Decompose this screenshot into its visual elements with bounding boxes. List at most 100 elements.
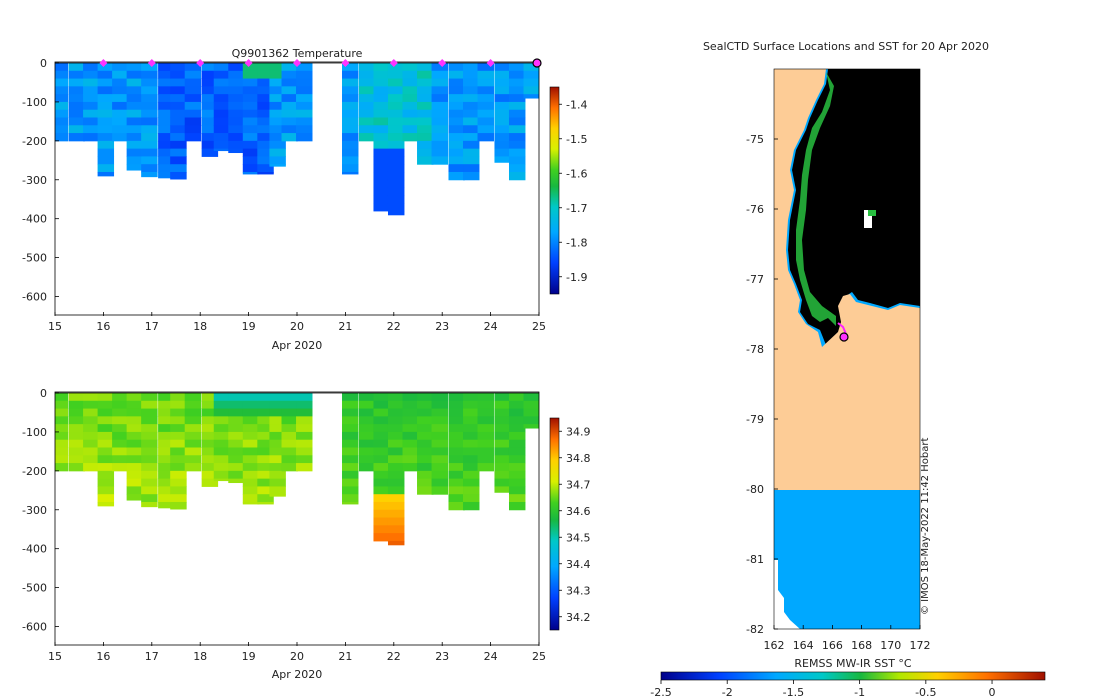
temperature-cell bbox=[523, 63, 539, 72]
colorbar-tick-label: -1.5 bbox=[566, 133, 587, 146]
y-tick-label: 0 bbox=[40, 57, 47, 70]
salinity-cell bbox=[448, 455, 465, 464]
temperature-cell bbox=[431, 86, 449, 95]
temperature-cell bbox=[373, 117, 390, 126]
temperature-cell bbox=[373, 101, 390, 111]
temperature-cell bbox=[242, 86, 260, 95]
temperature-cell bbox=[463, 148, 480, 157]
salinity-cell bbox=[296, 393, 313, 402]
temperature-cell bbox=[141, 164, 158, 173]
salinity-cell bbox=[373, 463, 390, 472]
salinity-cell bbox=[387, 455, 405, 464]
salinity-cell bbox=[257, 486, 274, 495]
temperature-cell bbox=[141, 140, 158, 150]
float-track bbox=[837, 322, 847, 335]
temperature-cell bbox=[141, 86, 158, 95]
temperature-cell bbox=[68, 117, 86, 126]
salinity-cell bbox=[141, 447, 158, 456]
salinity-cell bbox=[141, 400, 158, 410]
y-tick-label: -300 bbox=[22, 174, 47, 187]
salinity-cell bbox=[387, 486, 405, 495]
temperature-cell bbox=[431, 94, 449, 103]
salinity-cell bbox=[373, 447, 390, 456]
x-tick-label: 22 bbox=[387, 320, 401, 333]
salinity-cell bbox=[508, 501, 526, 511]
salinity-cell bbox=[402, 463, 419, 472]
temperature-cell bbox=[494, 140, 511, 150]
temperature-cell bbox=[494, 101, 511, 111]
temperature-cell bbox=[402, 94, 419, 103]
temperature-cell bbox=[97, 125, 115, 134]
x-tick-label: 19 bbox=[242, 320, 256, 333]
salinity-cell bbox=[257, 470, 274, 480]
salinity-cell bbox=[494, 455, 511, 464]
salinity-cell bbox=[201, 400, 219, 410]
salinity-cell bbox=[387, 540, 405, 546]
temperature-cell bbox=[257, 78, 274, 87]
temperature-cell bbox=[296, 133, 313, 142]
salinity-cell bbox=[387, 494, 405, 503]
y-tick-label: -100 bbox=[22, 96, 47, 109]
temperature-cell bbox=[417, 86, 434, 95]
temperature-cell bbox=[402, 63, 419, 72]
temperature-cell bbox=[417, 148, 434, 157]
temperature-cell bbox=[431, 133, 449, 142]
salinity-cell bbox=[373, 470, 390, 480]
temperature-cell bbox=[463, 140, 480, 150]
salinity-cell bbox=[342, 494, 359, 503]
surface-position-marker bbox=[99, 59, 108, 67]
temperature-cell bbox=[83, 94, 100, 103]
temperature-cell bbox=[523, 94, 539, 99]
temperature-cell bbox=[83, 63, 100, 72]
salinity-cell bbox=[269, 494, 286, 497]
temperature-cell bbox=[448, 156, 465, 165]
salinity-cell bbox=[448, 486, 465, 495]
salinity-cell bbox=[448, 431, 465, 441]
salinity-cell bbox=[402, 400, 419, 410]
sst-south-ocean bbox=[774, 490, 920, 629]
map-y-tick-label: -75 bbox=[746, 133, 764, 146]
temperature-cell bbox=[373, 203, 390, 212]
temperature-cell bbox=[141, 125, 158, 134]
salinity-cell bbox=[97, 501, 115, 507]
temperature-cell bbox=[417, 133, 434, 142]
salinity-cell bbox=[170, 494, 187, 503]
salinity-cell bbox=[417, 393, 434, 402]
temperature-cell bbox=[373, 94, 390, 103]
temperature-cell bbox=[342, 171, 359, 175]
salinity-cell bbox=[373, 400, 390, 410]
salinity-cell bbox=[201, 424, 219, 433]
salinity-cell bbox=[201, 455, 219, 464]
salinity-cell bbox=[296, 455, 313, 464]
salinity-cell bbox=[126, 455, 144, 464]
temperature-cell bbox=[342, 156, 359, 165]
sst-colorbar-tick-label: 0 bbox=[989, 686, 996, 699]
salinity-cell bbox=[358, 447, 376, 456]
salinity-cell bbox=[126, 478, 144, 487]
temperature-cell bbox=[508, 109, 526, 118]
temperature-cell bbox=[494, 94, 511, 103]
temperature-cell bbox=[184, 133, 202, 142]
salinity-cell bbox=[373, 501, 390, 511]
map-y-tick-label: -76 bbox=[746, 203, 764, 216]
salinity-cell bbox=[358, 455, 376, 464]
map-cold-patch bbox=[868, 210, 876, 216]
map-y-tick-label: -82 bbox=[746, 623, 764, 636]
colorbar-tick-label: 34.6 bbox=[566, 505, 591, 518]
temperature-cell bbox=[141, 171, 158, 178]
salinity-cell bbox=[55, 393, 69, 402]
salinity-cell bbox=[170, 431, 187, 441]
salinity-cell bbox=[477, 439, 494, 448]
temperature-cell bbox=[228, 109, 245, 118]
salinity-cell bbox=[158, 431, 175, 441]
map-x-ticks: 162 164 166 168 170 172 bbox=[764, 625, 931, 652]
salinity-cell bbox=[170, 400, 187, 410]
salinity-cell bbox=[431, 393, 449, 402]
salinity-cell bbox=[68, 424, 86, 433]
temperature-cell bbox=[296, 125, 313, 134]
temperature-cell bbox=[141, 133, 158, 142]
temperature-cell bbox=[508, 148, 526, 157]
temperature-cell bbox=[358, 94, 376, 103]
temperature-cell bbox=[358, 117, 376, 126]
temperature-cell bbox=[83, 125, 100, 134]
